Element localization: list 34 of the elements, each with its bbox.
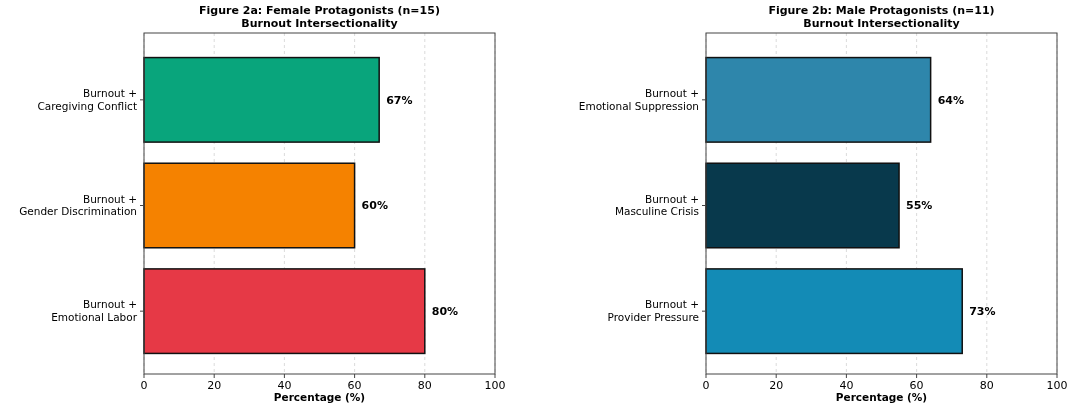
bar (705, 162, 900, 249)
data-label: 73% (969, 305, 996, 319)
x-axis-title: Percentage (%) (835, 391, 928, 403)
x-tick-label: 40 (839, 379, 854, 392)
x-tick-label: 100 (484, 379, 506, 392)
y-tick-label: Burnout + Emotional Labor (51, 298, 138, 323)
y-tick-label: Burnout + Gender Discrimination (19, 192, 137, 218)
y-tick-label: Burnout + Provider Pressure (607, 298, 699, 323)
chart-title: Figure 2b: Male Protagonists (n=11) Burnout Intersectionality (768, 4, 995, 30)
x-tick-label: 20 (769, 379, 784, 392)
y-tick-label: Burnout + Emotional Suppression (578, 87, 699, 112)
x-tick-label: 0 (140, 379, 148, 392)
y-tick-label: Burnout + Caregiving Conflict (37, 87, 137, 112)
bar (705, 268, 963, 355)
data-label: 60% (361, 199, 388, 213)
x-tick-label: 60 (347, 379, 362, 392)
x-tick-label: 100 (1046, 379, 1068, 392)
x-tick-label: 20 (207, 379, 222, 392)
data-label: 55% (906, 199, 933, 213)
bar (705, 56, 932, 143)
bar (143, 162, 356, 249)
x-axis-title: Percentage (%) (273, 391, 366, 403)
data-label: 80% (431, 305, 459, 319)
y-tick-label: Burnout + Masculine Crisis (614, 192, 699, 218)
x-tick-label: 80 (417, 379, 432, 392)
data-label: 64% (937, 93, 964, 107)
x-tick-label: 60 (909, 379, 924, 392)
data-label: 67% (386, 93, 413, 107)
bar (143, 56, 380, 143)
chart-title: Figure 2a: Female Protagonists (n=15) Burnout Intersectionality (199, 4, 440, 30)
x-tick-label: 40 (277, 379, 292, 392)
bar (143, 268, 426, 355)
x-tick-label: 0 (702, 379, 710, 392)
x-tick-label: 80 (979, 379, 994, 392)
